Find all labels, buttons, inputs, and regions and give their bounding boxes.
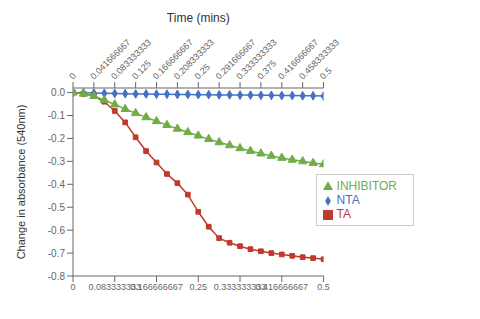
- svg-text:0: 0: [67, 71, 78, 82]
- svg-text:0.458333333: 0.458333333: [297, 37, 341, 81]
- svg-text:Change in absorbance (540nm): Change in absorbance (540nm): [15, 105, 27, 260]
- svg-text:0.291666667: 0.291666667: [213, 37, 258, 82]
- svg-text:0.375: 0.375: [255, 58, 278, 81]
- svg-text:-0.6: -0.6: [48, 225, 66, 236]
- svg-text:-0.7: -0.7: [48, 248, 66, 259]
- svg-text:0.25: 0.25: [190, 282, 208, 292]
- svg-text:0.416666667: 0.416666667: [256, 282, 309, 292]
- svg-text:0.083333333: 0.083333333: [88, 282, 141, 293]
- svg-text:0: 0: [70, 282, 75, 292]
- svg-text:0.0: 0.0: [51, 87, 65, 98]
- svg-text:0.041666667: 0.041666667: [88, 37, 133, 82]
- svg-text:0.5: 0.5: [318, 65, 334, 81]
- svg-text:0.5: 0.5: [317, 282, 330, 292]
- svg-text:-0.8: -0.8: [48, 271, 66, 282]
- svg-text:0.208333333: 0.208333333: [172, 37, 216, 81]
- svg-text:0.083333333: 0.083333333: [109, 37, 153, 81]
- svg-text:0.166666667: 0.166666667: [150, 37, 196, 82]
- svg-text:0.333333333: 0.333333333: [234, 37, 278, 81]
- svg-text:Time (mins): Time (mins): [167, 11, 230, 25]
- svg-text:-0.1: -0.1: [48, 110, 66, 121]
- html-text:TA: TA: [336, 207, 351, 222]
- svg-text:-0.3: -0.3: [48, 156, 66, 167]
- svg-text:-0.2: -0.2: [48, 133, 66, 144]
- svg-text:0.333333333: 0.333333333: [213, 282, 267, 293]
- svg-text:0.125: 0.125: [130, 58, 153, 81]
- svg-text:0.416666667: 0.416666667: [276, 37, 321, 82]
- html-text:NTA: NTA: [336, 193, 360, 208]
- svg-text:-0.4: -0.4: [48, 179, 66, 190]
- svg-text:0.25: 0.25: [193, 62, 212, 81]
- svg-text:-0.5: -0.5: [48, 202, 66, 213]
- html-text:INHIBITOR: INHIBITOR: [336, 179, 397, 194]
- svg-text:0.166666667: 0.166666667: [130, 282, 183, 292]
